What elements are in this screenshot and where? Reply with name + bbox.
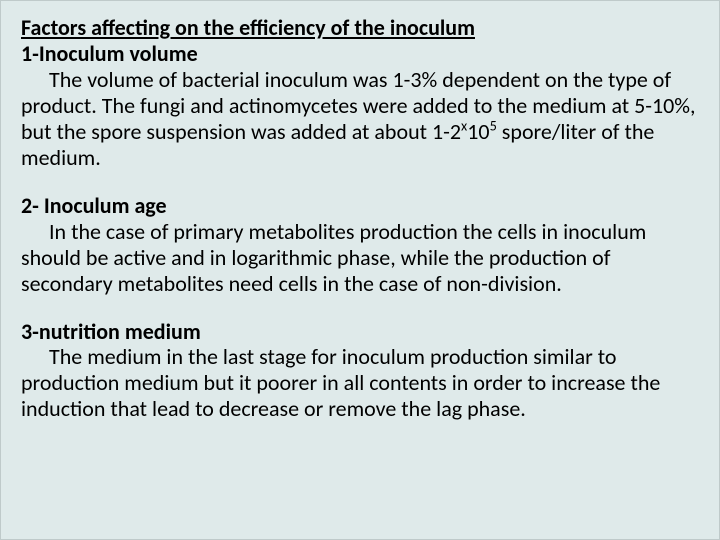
section1-exp2: 5 <box>490 116 497 134</box>
title-block: Factors affecting on the efficiency of t… <box>21 15 699 171</box>
section3-heading: 3-nutrition medium <box>21 318 201 345</box>
section1-body-mid: 10 <box>467 118 489 145</box>
section3-block: 3-nutrition medium The medium in the las… <box>21 319 699 423</box>
section3-body: The medium in the last stage for inoculu… <box>21 343 660 422</box>
section1-heading: 1-Inoculum volume <box>21 40 198 67</box>
page-title: Factors affecting on the efficiency of t… <box>21 14 475 41</box>
section2-block: 2- Inoculum age In the case of primary m… <box>21 193 699 297</box>
section2-body: In the case of primary metabolites produ… <box>21 218 646 297</box>
section2-heading: 2- Inoculum age <box>21 192 167 219</box>
